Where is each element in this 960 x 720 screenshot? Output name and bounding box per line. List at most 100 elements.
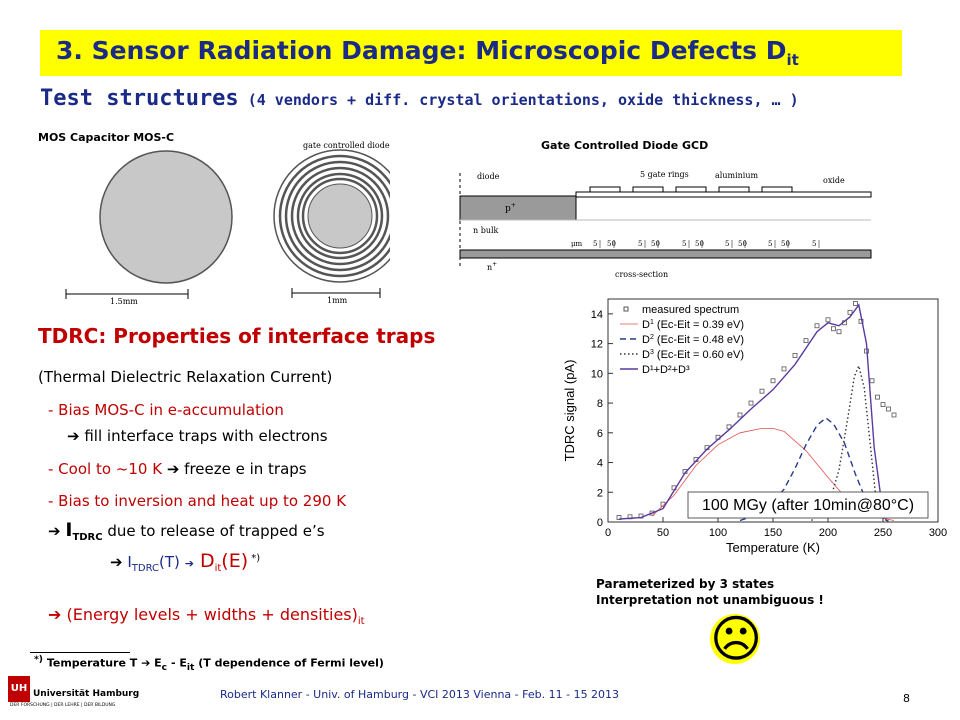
gcd-cross-section: diode 5 gate rings aluminium oxide p+ n …	[459, 170, 872, 279]
legend-sum: D¹+D²+D³	[642, 364, 690, 376]
x-tick-label: 50	[657, 527, 669, 539]
measured-point	[875, 394, 880, 400]
frown-icon: ☹	[710, 610, 763, 668]
measured-point	[847, 309, 853, 315]
gcd-center-diode	[307, 183, 373, 249]
cs-dim-label: 50	[738, 240, 747, 248]
svg-text:cross-section: cross-section	[615, 270, 668, 279]
measured-point	[825, 317, 831, 323]
university-tagline: DER FORSCHUNG | DER LEHRE | DER BILDUNG	[10, 703, 116, 708]
cs-dim-label: 50	[695, 240, 704, 248]
measured-point	[726, 424, 732, 430]
y-tick-label: 8	[597, 398, 603, 410]
cs-dim-label: 5	[682, 240, 686, 248]
cs-dim-label: 5	[812, 240, 816, 248]
legend-measured: measured spectrum	[642, 304, 739, 316]
measured-point	[759, 388, 765, 394]
gcd-label: Gate Controlled Diode GCD	[541, 139, 709, 152]
x-tick-label: 300	[929, 527, 947, 539]
measured-point	[737, 412, 743, 418]
y-tick-label: 0	[597, 517, 603, 529]
measured-point	[831, 326, 836, 332]
tdrc-line-7: ➔ ITDRC(T) ➔ Dit(E) *)	[110, 550, 261, 574]
x-tick-label: 250	[874, 527, 892, 539]
gcd-scale-label: 1mm	[327, 296, 348, 305]
university-logo-icon: UH	[8, 676, 30, 702]
svg-text:n+: n+	[487, 261, 497, 272]
gcd-rings	[273, 149, 390, 283]
x-tick-label: 100	[709, 527, 727, 539]
measured-point	[836, 329, 842, 335]
y-tick-label: 14	[591, 309, 603, 321]
measured-point	[891, 412, 897, 418]
y-tick-label: 6	[597, 428, 603, 440]
svg-text:p+: p+	[505, 202, 516, 214]
mos-capacitor-disk	[99, 150, 233, 284]
mos-capacitor-label: MOS Capacitor MOS-C	[38, 131, 175, 144]
mos-scale-label: 1.5mm	[110, 297, 138, 306]
param-note-1: Parameterized by 3 states	[596, 577, 775, 591]
cs-dim-label: 5	[593, 240, 597, 248]
legend-d2: D2 (Ec-Eit = 0.48 eV)	[642, 334, 744, 346]
measured-point	[803, 338, 809, 344]
y-tick-label: 4	[597, 458, 603, 470]
measured-point	[886, 406, 891, 412]
mos-gcd-drawing: 1.5mm gate controlled diode 1mm	[65, 141, 390, 306]
svg-text:n bulk: n bulk	[473, 226, 499, 235]
university-name: Universität Hamburg	[33, 689, 140, 699]
slide-title: 3. Sensor Radiation Damage: Microscopic …	[56, 36, 799, 69]
measured-point	[781, 366, 787, 372]
svg-text:oxide: oxide	[823, 176, 845, 185]
tdrc-line-4: - Cool to ~10 K ➔ freeze e in traps	[48, 460, 307, 478]
legend-marker-measured	[623, 306, 629, 312]
cs-dim-label: 50	[607, 240, 616, 248]
measured-point	[649, 510, 655, 516]
x-tick-label: 200	[819, 527, 837, 539]
footnote-rule	[30, 652, 130, 653]
tdrc-line-5: - Bias to inversion and heat up to 290 K	[48, 492, 347, 510]
measured-point	[814, 323, 820, 329]
tdrc-chart: 0 50 100 150 200 250 300 0 2 4 6 8 10 12 14 Temperature…	[562, 298, 947, 555]
slide-subtitle: Test structures (4 vendors + diff. cryst…	[40, 86, 799, 111]
cs-dim-label: 50	[651, 240, 660, 248]
svg-text:diode: diode	[477, 172, 500, 181]
footer-text: Robert Klanner - Univ. of Hamburg - VCI …	[220, 688, 620, 701]
x-tick-label: 150	[764, 527, 782, 539]
y-axis-label: TDRC signal (pA)	[562, 360, 577, 462]
svg-text:μm: μm	[571, 240, 583, 248]
cs-dim-label: 50	[781, 240, 790, 248]
tdrc-heading: TDRC: Properties of interface traps	[38, 324, 436, 348]
measured-point	[748, 400, 754, 406]
measured-point	[792, 353, 798, 358]
measured-point	[616, 515, 622, 520]
svg-text:5 gate rings: 5 gate rings	[640, 170, 689, 179]
cs-dim-label: 5	[768, 240, 772, 248]
annotation-text: 100 MGy (after 10min@80°C)	[702, 497, 914, 514]
y-tick-label: 12	[591, 339, 603, 351]
footnote: *) Temperature T ➔ Ec - Eit (T dependenc…	[34, 654, 384, 673]
measured-point	[869, 378, 875, 384]
y-tick-label: 2	[597, 487, 603, 499]
x-axis-label: Temperature (K)	[726, 540, 820, 555]
measured-point	[770, 378, 776, 384]
series-line-3	[811, 363, 884, 522]
y-tick-label: 10	[591, 368, 603, 380]
tdrc-line-2: - Bias MOS-C in e-accumulation	[48, 401, 284, 419]
gcd-small-title: gate controlled diode	[303, 141, 390, 150]
tdrc-line-3: ➔ fill interface traps with electrons	[67, 427, 328, 445]
tdrc-line-1: (Thermal Dielectric Relaxation Current)	[38, 368, 333, 386]
annotation-box	[687, 491, 929, 519]
legend-d1: D1 (Ec-Eit = 0.39 eV)	[642, 319, 744, 331]
legend-d3: D3 (Ec-Eit = 0.60 eV)	[642, 349, 744, 361]
page-number: 8	[903, 692, 910, 705]
param-note-2: Interpretation not unambiguous !	[596, 593, 824, 607]
measured-point	[880, 402, 886, 407]
tdrc-line-6: ➔ ITDRC due to release of trapped e’s	[48, 519, 325, 543]
measured-point	[853, 301, 858, 306]
cs-dim-label: 5	[725, 240, 729, 248]
x-tick-label: 0	[605, 527, 611, 539]
tdrc-line-8: ➔ (Energy levels + widths + densities)it	[48, 605, 365, 628]
cs-dim-label: 5	[638, 240, 642, 248]
plot-area	[607, 298, 939, 523]
title-bar	[40, 30, 902, 76]
